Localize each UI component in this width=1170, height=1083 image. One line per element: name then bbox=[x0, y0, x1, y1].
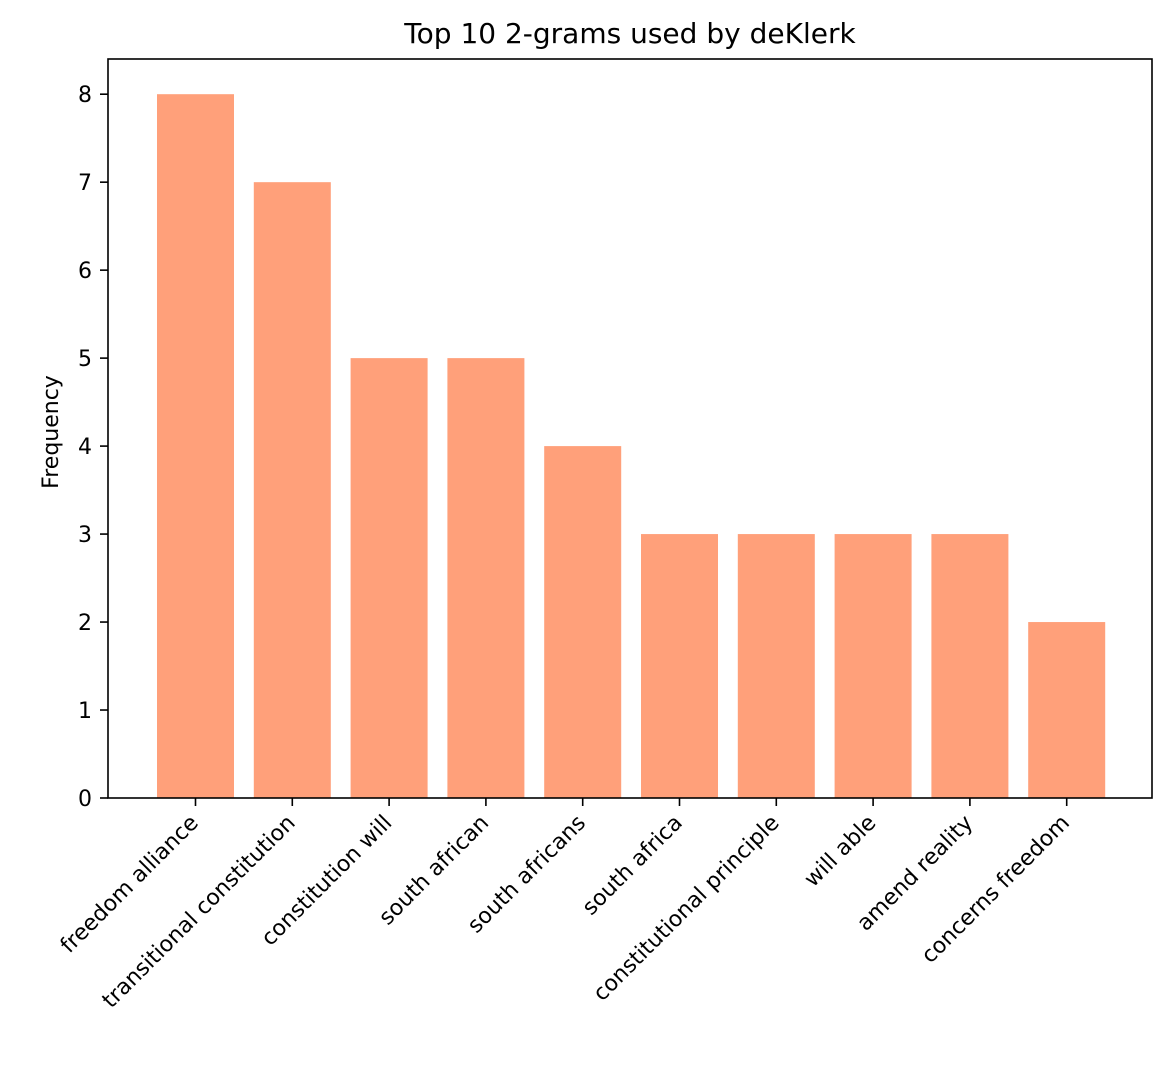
x-tick-label: will able bbox=[800, 811, 882, 893]
x-tick-label: transitional constitution bbox=[98, 811, 301, 1014]
bar-concerns-freedom bbox=[1028, 622, 1106, 798]
chart-title: Top 10 2-grams used by deKlerk bbox=[403, 17, 856, 50]
y-axis: 0 1 2 3 4 5 6 7 8 bbox=[78, 83, 108, 812]
bar-freedom-alliance bbox=[157, 94, 234, 798]
bar-south-african bbox=[447, 358, 525, 798]
y-axis-label: Frequency bbox=[39, 375, 64, 489]
y-tick-label: 6 bbox=[78, 259, 92, 284]
bars-group bbox=[157, 94, 1106, 799]
y-tick-label: 4 bbox=[78, 435, 92, 460]
y-tick-label: 5 bbox=[78, 347, 92, 372]
bar-transitional-constitution bbox=[253, 182, 331, 799]
y-tick-label: 7 bbox=[78, 171, 92, 196]
bar-amend-reality bbox=[931, 534, 1009, 798]
x-tick-label: south africa bbox=[578, 811, 688, 921]
plot-frame bbox=[107, 58, 1153, 799]
bar-will-able bbox=[834, 534, 912, 798]
bar-south-africa bbox=[641, 534, 718, 798]
x-tick-label: constitutional principle bbox=[589, 811, 785, 1007]
bar-constitutional-principle bbox=[737, 534, 815, 798]
y-tick-label: 2 bbox=[78, 611, 92, 636]
bar-constitution-will bbox=[350, 358, 428, 798]
y-tick-label: 3 bbox=[78, 523, 92, 548]
y-tick-label: 0 bbox=[78, 787, 92, 812]
bar-south-africans bbox=[544, 446, 622, 798]
y-tick-label: 1 bbox=[78, 699, 92, 724]
y-tick-label: 8 bbox=[78, 83, 92, 108]
